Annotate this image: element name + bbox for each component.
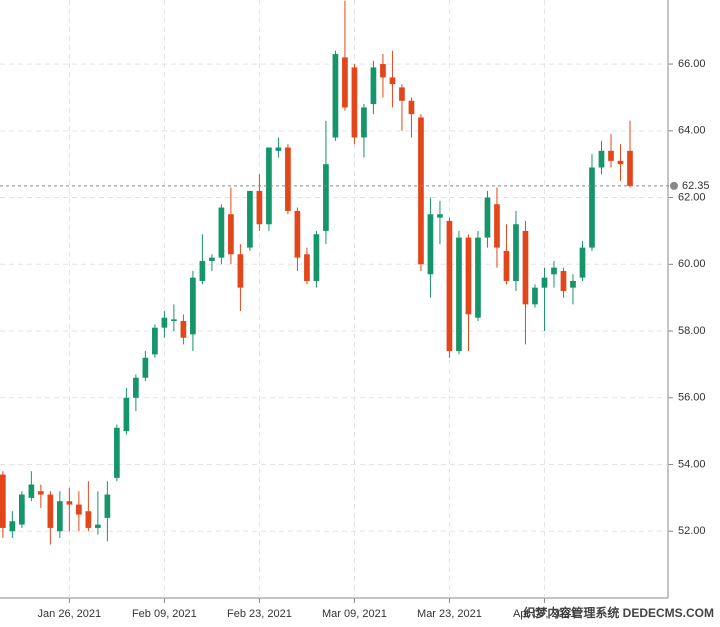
last-price-label: 62.35 (682, 180, 710, 192)
candle-body (551, 267, 557, 275)
candle-body (294, 210, 301, 258)
candle-body (0, 474, 6, 528)
x-tick-label: Feb 23, 2021 (227, 608, 292, 620)
candle-body (494, 204, 500, 248)
candle-body (133, 377, 139, 398)
candle-body (57, 501, 63, 532)
candle-body (323, 164, 329, 231)
x-tick-label: Feb 09, 2021 (132, 608, 197, 620)
x-tick-label: Mar 23, 2021 (417, 608, 482, 620)
candle-body (199, 260, 206, 281)
candle-body (171, 319, 177, 322)
candle-body (598, 150, 605, 168)
candle-body (28, 484, 35, 498)
y-tick-label: 66.00 (678, 58, 706, 70)
candle-body (427, 214, 434, 275)
watermark: 织梦内容管理系统 DEDECMS.COM (523, 605, 714, 620)
candle-body (589, 167, 595, 248)
candle-body (503, 250, 510, 281)
candle-body (95, 524, 101, 528)
candle-body (342, 57, 348, 108)
candle-body (38, 491, 44, 495)
y-tick-label: 56.00 (678, 392, 706, 404)
candle-body (617, 160, 624, 165)
candle-body (418, 117, 424, 265)
candle-body (66, 501, 73, 505)
candle-body (266, 147, 272, 225)
candle-body (608, 150, 614, 161)
candle-body (123, 397, 130, 432)
candle-body (560, 270, 567, 291)
candle-body (152, 327, 158, 355)
y-tick-label: 58.00 (678, 325, 706, 337)
candle-body (332, 54, 339, 138)
candle-body (209, 257, 215, 261)
candle-body (85, 511, 92, 528)
candle-body (380, 64, 386, 78)
candle-body (570, 280, 576, 288)
candle-body (579, 247, 586, 278)
last-price-dot (670, 181, 678, 190)
candle-body (76, 504, 82, 515)
x-tick-label: Mar 09, 2021 (322, 608, 387, 620)
candle-body (275, 147, 282, 151)
candle-body (247, 190, 253, 248)
candle-body (190, 277, 196, 335)
candle-body (114, 427, 120, 478)
candle-body (256, 190, 263, 225)
candle-body (361, 107, 367, 138)
y-tick-label: 54.00 (678, 458, 706, 470)
candle-body (370, 67, 377, 105)
candle-body (446, 220, 453, 352)
candle-body (228, 214, 234, 255)
y-tick-label: 62.00 (678, 191, 706, 203)
candle-body (161, 317, 168, 328)
candle-body (475, 237, 481, 318)
candle-body (351, 67, 358, 138)
y-tick-label: 60.00 (678, 258, 706, 270)
candle-body (313, 234, 320, 281)
candle-body (513, 224, 519, 281)
candle-body (47, 494, 54, 528)
candle-body (180, 321, 187, 338)
candle-body (399, 87, 405, 101)
candle-body (437, 214, 443, 218)
candle-body (218, 207, 225, 258)
candle-body (304, 254, 310, 281)
candle-body (104, 494, 111, 518)
candle-body (285, 147, 291, 211)
candle-body (9, 521, 16, 532)
candle-body (627, 150, 633, 186)
candle-body (465, 237, 472, 315)
candle-body (484, 197, 491, 238)
candle-body (142, 357, 149, 378)
candle-body (237, 254, 244, 288)
candle-body (532, 287, 538, 305)
candle-body (408, 100, 415, 115)
candle-body (19, 494, 25, 525)
candle-body (456, 237, 462, 352)
y-tick-label: 52.00 (678, 525, 706, 537)
candle-body (389, 77, 396, 85)
x-tick-label: Apr 07, 2021 (513, 608, 576, 620)
y-tick-label: 64.00 (678, 125, 706, 137)
candle-body (522, 230, 529, 305)
x-tick-label: Jan 26, 2021 (38, 608, 102, 620)
candle-body (541, 277, 548, 288)
